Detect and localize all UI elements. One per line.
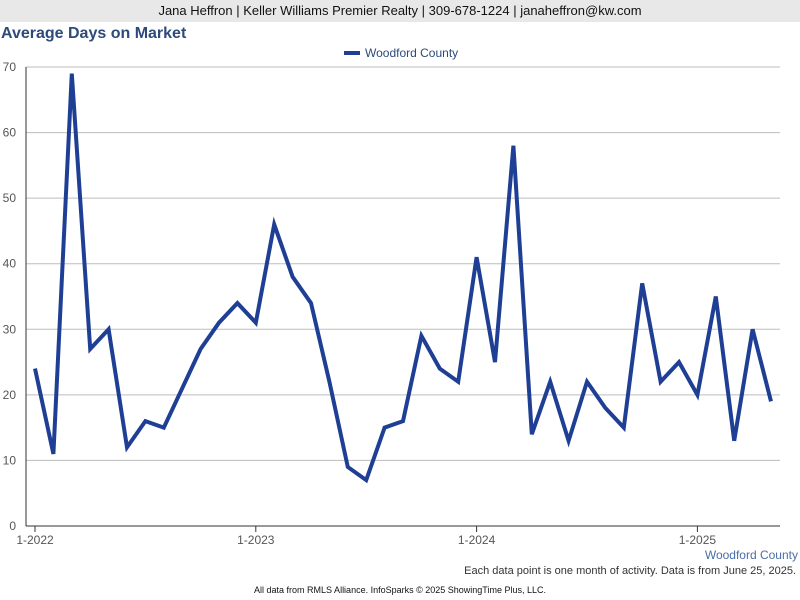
x-tick-label: 1-2025 <box>679 533 717 547</box>
series-lines <box>33 73 773 484</box>
chart-title: Average Days on Market <box>1 25 187 42</box>
footer-series-label: Woodford County <box>704 548 798 562</box>
x-tick-label: 1-2024 <box>458 533 496 547</box>
footer-source: All data from RMLS Alliance. InfoSparks … <box>254 585 546 595</box>
legend-label: Woodford County <box>365 46 459 60</box>
y-tick-label: 10 <box>3 453 17 467</box>
gridlines <box>26 66 780 461</box>
x-tick-label: 1-2022 <box>16 533 54 547</box>
x-tick-label: 1-2023 <box>237 533 275 547</box>
series-line-woodford-county <box>33 73 773 484</box>
agent-header: Jana Heffron | Keller Williams Premier R… <box>0 0 800 22</box>
axes: 0 10 20 30 40 50 60 70 1-2022 1-2023 1-2024 1-2025 <box>3 60 780 547</box>
y-tick-label: 20 <box>3 388 17 402</box>
legend-swatch <box>344 51 360 55</box>
y-tick-label: 70 <box>3 60 17 74</box>
y-tick-label: 40 <box>3 257 17 271</box>
footer-note: Each data point is one month of activity… <box>464 565 796 577</box>
y-tick-label: 0 <box>9 519 16 533</box>
legend: Woodford County <box>344 46 458 60</box>
y-tick-label: 60 <box>3 126 17 140</box>
y-tick-label: 30 <box>3 322 17 336</box>
y-tick-label: 50 <box>3 191 17 205</box>
